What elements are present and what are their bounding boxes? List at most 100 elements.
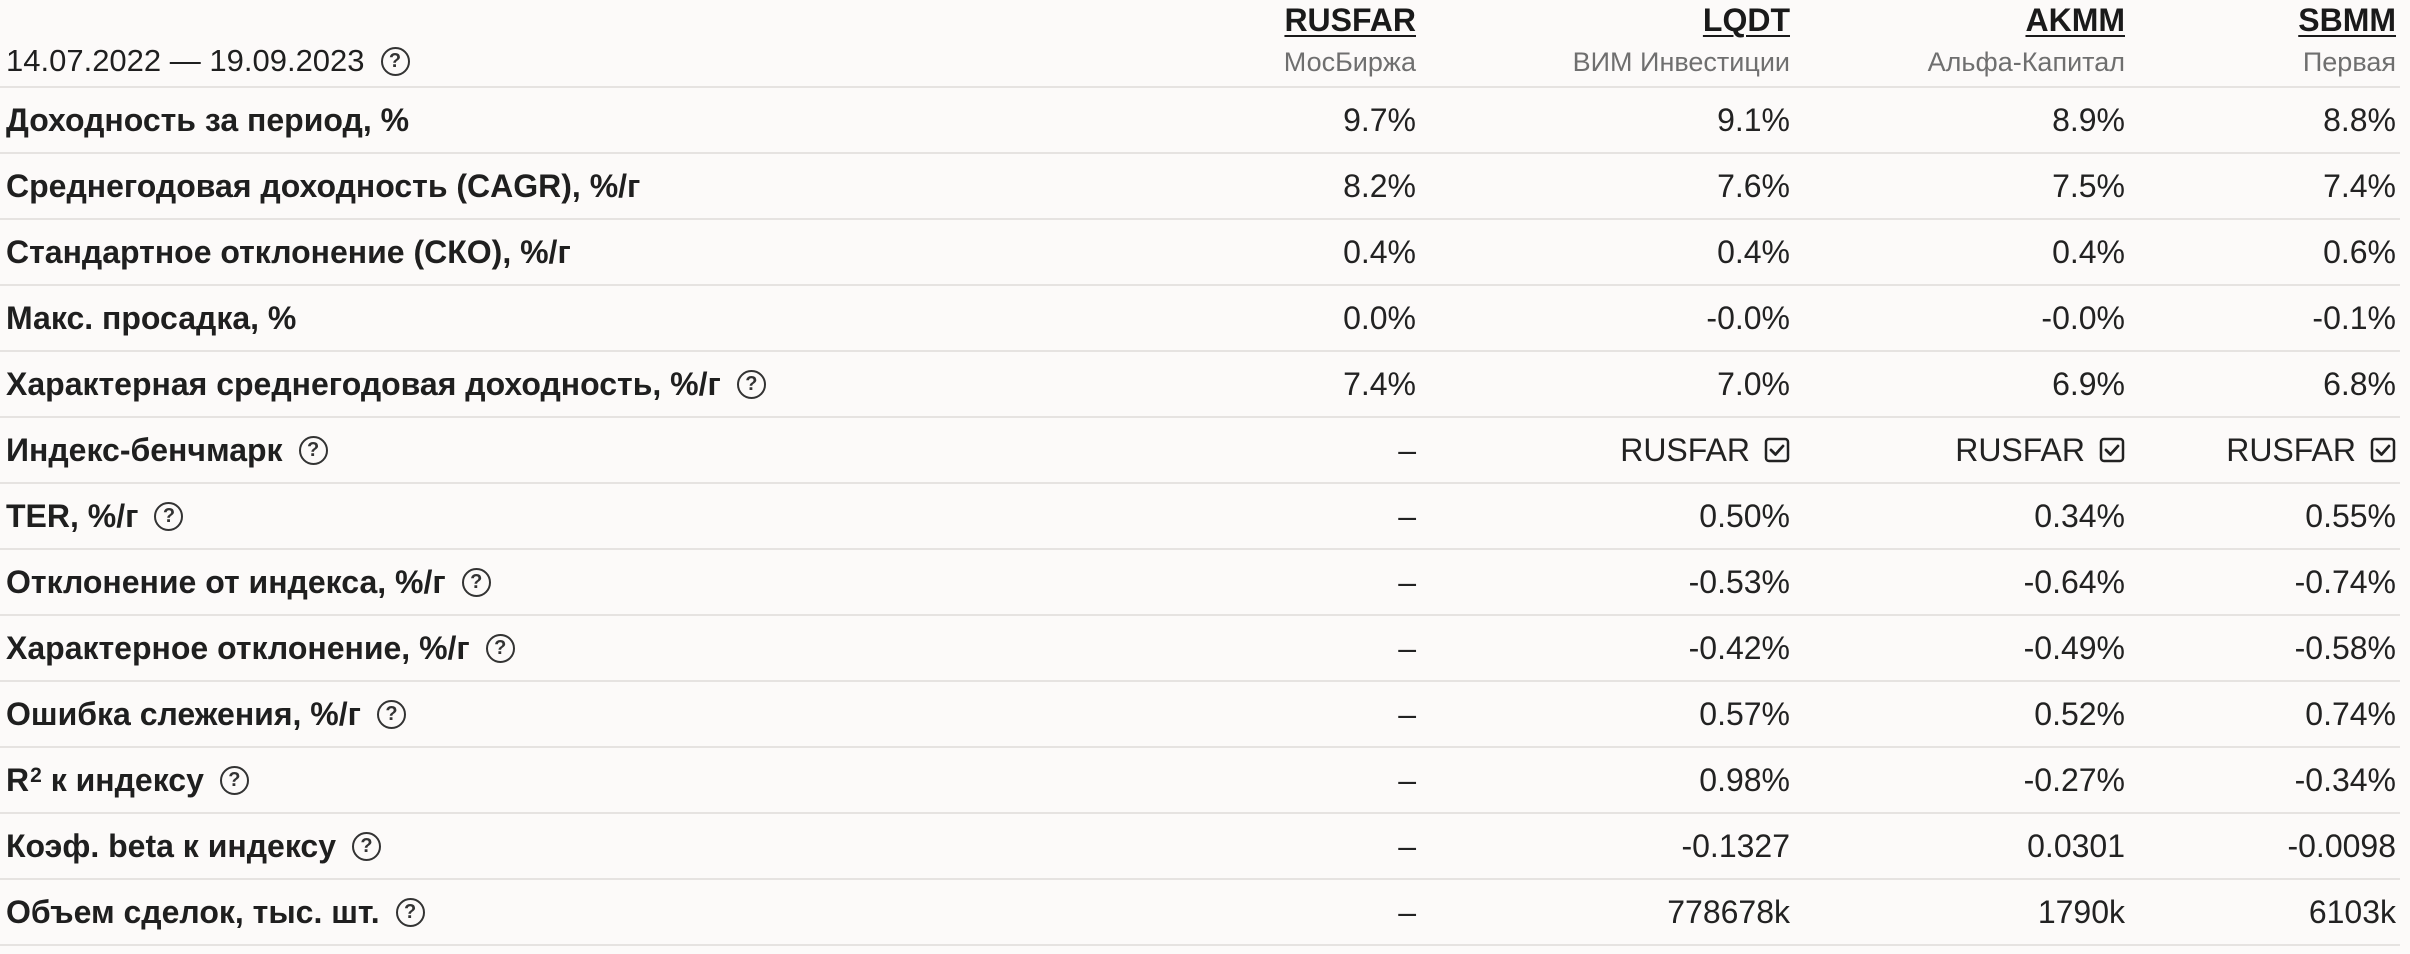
table-row: Объем сделок, тыс. шт. ? – 778678k 1790k… xyxy=(0,880,2400,946)
cell-value: 8.8% xyxy=(2323,101,2396,138)
provider-name: МосБиржа xyxy=(1283,47,1416,77)
row-label: Коэф. beta к индексу ? xyxy=(6,814,381,878)
benchmark-name: RUSFAR xyxy=(1955,431,2085,468)
row-label: Макс. просадка, % xyxy=(6,299,297,336)
question-circle-icon[interactable]: ? xyxy=(376,699,406,729)
table-row: Индекс-бенчмарк ? – RUSFAR RUSFAR xyxy=(0,418,2400,484)
question-circle-icon[interactable]: ? xyxy=(736,369,766,399)
cell-value: 0.74% xyxy=(2305,695,2396,732)
table-row: Характерная среднегодовая доходность, %/… xyxy=(0,352,2400,418)
benchmark-name: RUSFAR xyxy=(2226,431,2356,468)
cell-value: 0.0% xyxy=(1343,299,1416,336)
cell-value: 0.98% xyxy=(1699,761,1790,798)
question-circle-icon[interactable]: ? xyxy=(352,831,381,861)
cell-value: 0.55% xyxy=(2305,497,2396,534)
cell-value: 0.0301 xyxy=(2027,827,2125,864)
provider-name: Первая xyxy=(2302,47,2396,77)
cell-value: 9.1% xyxy=(1717,101,1790,138)
question-circle-icon[interactable]: ? xyxy=(395,897,425,927)
table-row: Характерное отклонение, %/г ? – -0.42% -… xyxy=(0,616,2400,682)
column-header-1: RUSFAR МосБиржа xyxy=(1284,0,1416,88)
question-circle-icon[interactable]: ? xyxy=(380,46,410,76)
cell-value: 9.7% xyxy=(1343,101,1416,138)
cell-value: 7.6% xyxy=(1717,167,1790,204)
column-header-3: AKMM Альфа-Капитал xyxy=(1928,0,2125,88)
provider-name: ВИМ Инвестиции xyxy=(1572,47,1790,77)
cell-value: -0.53% xyxy=(1688,563,1790,600)
cell-value: 8.2% xyxy=(1343,167,1416,204)
question-circle-icon[interactable]: ? xyxy=(154,501,184,531)
cell-value: -0.49% xyxy=(2023,629,2125,666)
cell-value: 0.4% xyxy=(1343,233,1416,270)
row-label: Среднегодовая доходность (CAGR), %/г xyxy=(6,167,641,204)
benchmark-name: RUSFAR xyxy=(1620,431,1750,468)
benchmark-cell: RUSFAR xyxy=(2226,418,2396,482)
cell-value: – xyxy=(1398,893,1416,930)
column-header-4: SBMM Первая xyxy=(2298,0,2396,88)
benchmark-cell: RUSFAR xyxy=(1620,418,1790,482)
table-row: Доходность за период, % 9.7% 9.1% 8.9% 8… xyxy=(0,88,2400,154)
benchmark-cell: RUSFAR xyxy=(1955,418,2125,482)
cell-value: 0.50% xyxy=(1699,497,1790,534)
cell-value: -0.58% xyxy=(2294,629,2396,666)
cell-value: 1790k xyxy=(2037,893,2125,930)
cell-value: – xyxy=(1398,827,1416,864)
table-row: Коэф. beta к индексу ? – -0.1327 0.0301 … xyxy=(0,814,2400,880)
period-text: 14.07.2022 — 19.09.2023 xyxy=(6,43,365,78)
cell-value: 6.8% xyxy=(2323,365,2396,402)
table-row: TER, %/г ? – 0.50% 0.34% 0.55% xyxy=(0,484,2400,550)
table-row: Среднегодовая доходность (CAGR), %/г 8.2… xyxy=(0,154,2400,220)
ticker-link[interactable]: AKMM xyxy=(2025,2,2125,38)
cell-value: -0.27% xyxy=(2023,761,2125,798)
checkbox-checked-icon[interactable] xyxy=(1764,437,1790,463)
table-row: Макс. просадка, % 0.0% -0.0% -0.0% -0.1% xyxy=(0,286,2400,352)
cell-value: – xyxy=(1398,563,1416,600)
cell-value: -0.1% xyxy=(2312,299,2396,336)
table-header: 14.07.2022 — 19.09.2023 ? RUSFAR МосБирж… xyxy=(0,0,2400,88)
table-row: Отклонение от индекса, %/г ? – -0.53% -0… xyxy=(0,550,2400,616)
cell-value: -0.42% xyxy=(1688,629,1790,666)
checkbox-checked-icon[interactable] xyxy=(2099,437,2125,463)
cell-value: -0.1327 xyxy=(1681,827,1790,864)
row-label: Ошибка слежения, %/г ? xyxy=(6,682,406,746)
cell-value: 0.34% xyxy=(2034,497,2125,534)
column-header-2: LQDT ВИМ Инвестиции xyxy=(1573,0,1790,88)
cell-value: 7.0% xyxy=(1717,365,1790,402)
row-label: Стандартное отклонение (СКО), %/г xyxy=(6,233,571,270)
cell-value: – xyxy=(1398,431,1416,468)
cell-value: 778678k xyxy=(1667,893,1790,930)
table-row: Ошибка слежения, %/г ? – 0.57% 0.52% 0.7… xyxy=(0,682,2400,748)
question-circle-icon[interactable]: ? xyxy=(219,765,249,795)
question-circle-icon[interactable]: ? xyxy=(298,435,328,465)
checkbox-checked-icon[interactable] xyxy=(2370,437,2396,463)
cell-value: 0.4% xyxy=(2052,233,2125,270)
row-label: Характерное отклонение, %/г ? xyxy=(6,616,515,680)
row-label: Индекс-бенчмарк ? xyxy=(6,418,328,482)
cell-value: 0.6% xyxy=(2323,233,2396,270)
ticker-link[interactable]: LQDT xyxy=(1702,2,1790,38)
provider-name: Альфа-Капитал xyxy=(1927,47,2125,77)
cell-value: 6.9% xyxy=(2052,365,2125,402)
question-circle-icon[interactable]: ? xyxy=(485,633,515,663)
cell-value: -0.64% xyxy=(2023,563,2125,600)
row-label: Доходность за период, % xyxy=(6,101,410,138)
cell-value: 0.57% xyxy=(1699,695,1790,732)
row-label: TER, %/г ? xyxy=(6,484,184,548)
cell-value: – xyxy=(1398,629,1416,666)
question-circle-icon[interactable]: ? xyxy=(461,567,491,597)
table-row: Стандартное отклонение (СКО), %/г 0.4% 0… xyxy=(0,220,2400,286)
cell-value: 6103k xyxy=(2308,893,2396,930)
cell-value: -0.34% xyxy=(2294,761,2396,798)
row-label: Отклонение от индекса, %/г ? xyxy=(6,550,491,614)
cell-value: 8.9% xyxy=(2052,101,2125,138)
ticker-link[interactable]: RUSFAR xyxy=(1284,2,1416,38)
ticker-link[interactable]: SBMM xyxy=(2298,2,2396,38)
cell-value: 7.4% xyxy=(2323,167,2396,204)
cell-value: -0.0098 xyxy=(2287,827,2396,864)
cell-value: – xyxy=(1398,761,1416,798)
cell-value: 7.4% xyxy=(1343,365,1416,402)
cell-value: 0.52% xyxy=(2034,695,2125,732)
